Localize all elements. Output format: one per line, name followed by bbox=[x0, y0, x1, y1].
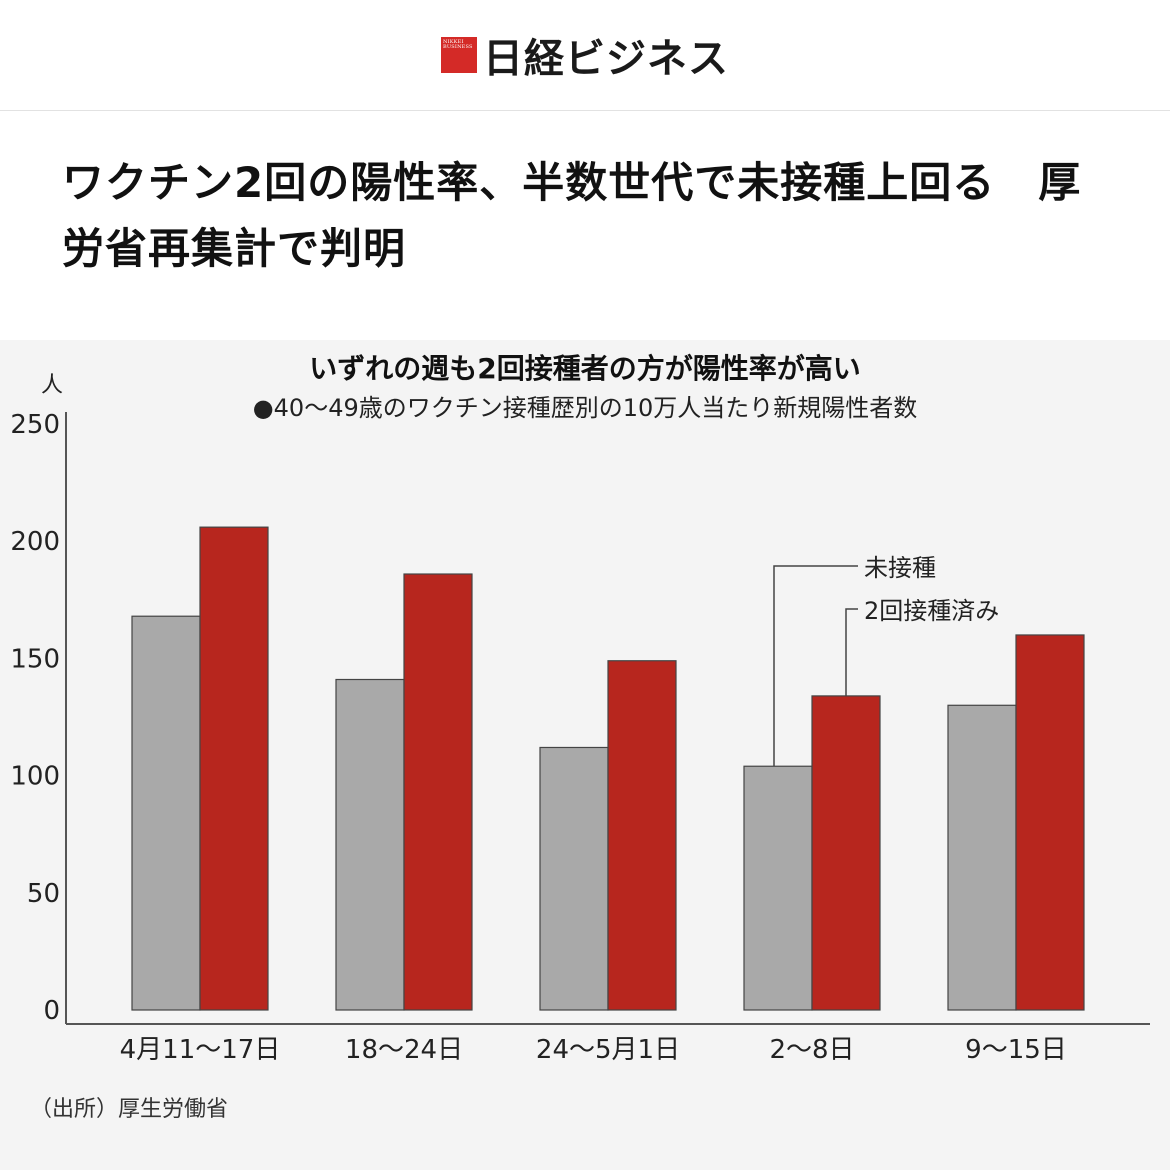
legend-leader-line bbox=[845, 608, 858, 696]
bar bbox=[403, 573, 473, 1011]
y-tick-label: 150 bbox=[10, 644, 60, 674]
legend-leader-line bbox=[773, 565, 858, 767]
masthead: NIKKEI BUSINESS 日経ビジネス bbox=[0, 0, 1170, 111]
y-tick-label: 50 bbox=[27, 879, 60, 909]
nikkei-business-logo[interactable]: NIKKEI BUSINESS 日経ビジネス bbox=[441, 26, 729, 84]
article-headline: ワクチン2回の陽性率、半数世代で未接種上回る 厚労省再集計で判明 bbox=[62, 158, 1082, 273]
logo-small-text: NIKKEI BUSINESS bbox=[443, 39, 473, 50]
x-tick-label: 9～15日 bbox=[965, 1035, 1067, 1065]
bar bbox=[811, 695, 881, 1011]
y-axis-unit-label: 人 bbox=[41, 373, 63, 398]
bar bbox=[131, 615, 201, 1011]
bar bbox=[607, 660, 677, 1011]
bar bbox=[947, 704, 1017, 1011]
bar bbox=[743, 765, 813, 1011]
bar bbox=[539, 746, 609, 1011]
y-tick-label: 250 bbox=[10, 410, 60, 440]
bar bbox=[335, 678, 405, 1011]
x-tick-label: 2～8日 bbox=[769, 1035, 854, 1065]
x-tick-label: 18～24日 bbox=[345, 1035, 463, 1065]
logo-text: 日経ビジネス bbox=[483, 35, 729, 82]
x-tick-label: 4月11～17日 bbox=[120, 1035, 281, 1065]
bar bbox=[199, 526, 269, 1011]
source-note: （出所）厚生労働省 bbox=[30, 1097, 228, 1122]
chart-subtitle: ●40～49歳のワクチン接種歴別の10万人当たり新規陽性者数 bbox=[253, 394, 918, 422]
y-tick-label: 200 bbox=[10, 527, 60, 557]
y-tick-label: 0 bbox=[43, 996, 60, 1026]
legend-label: 未接種 bbox=[864, 554, 936, 582]
logo-square-icon: NIKKEI BUSINESS bbox=[441, 37, 477, 73]
y-tick-label: 100 bbox=[10, 762, 60, 792]
legend-label: 2回接種済み bbox=[864, 597, 999, 625]
chart-title: いずれの週も2回接種者の方が陽性率が高い bbox=[309, 352, 861, 385]
bar bbox=[1015, 634, 1085, 1011]
x-tick-label: 24～5月1日 bbox=[536, 1035, 680, 1065]
